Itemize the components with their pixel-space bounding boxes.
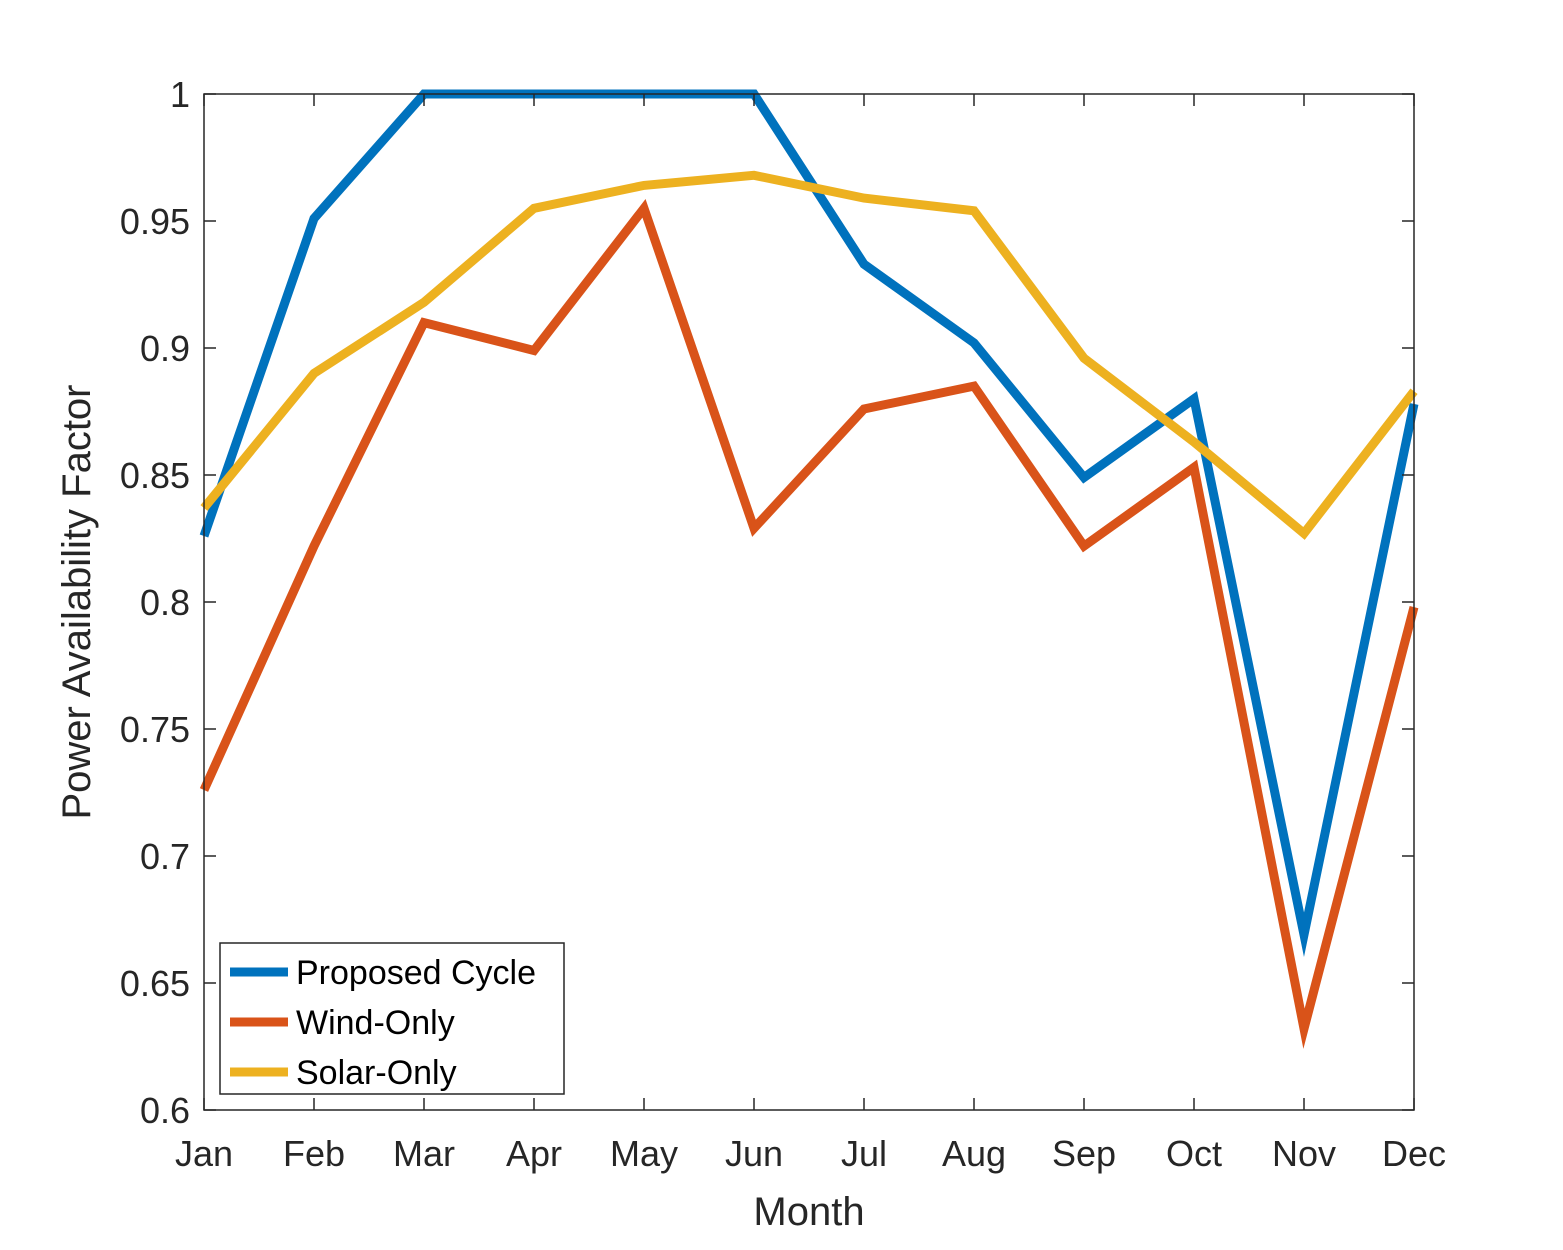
x-tick-label: Feb — [283, 1133, 345, 1174]
x-tick-label: Mar — [393, 1133, 455, 1174]
legend-label: Proposed Cycle — [296, 954, 536, 992]
series-layer — [199, 89, 1419, 1049]
y-tick-label: 0.7 — [140, 836, 190, 877]
tick-layer: Jan Feb Mar Apr May Jun Jul Aug Sep Oct Nov Dec 0.6 0… — [120, 74, 1446, 1174]
y-tick-label: 0.6 — [140, 1090, 190, 1131]
y-tick-label: 0.65 — [120, 963, 190, 1004]
y-tick-label: 0.75 — [120, 709, 190, 750]
plot-area — [204, 94, 1414, 1110]
x-axis-title: Month — [753, 1190, 864, 1234]
y-tick-label: 0.9 — [140, 328, 190, 369]
legend-label: Wind-Only — [296, 1004, 455, 1042]
x-tick-label: Jun — [725, 1133, 783, 1174]
y-tick-label: 0.85 — [120, 455, 190, 496]
x-tick-label: Sep — [1052, 1133, 1116, 1174]
x-tick-label: May — [610, 1133, 678, 1174]
legend: Proposed Cycle Wind-Only Solar-Only — [219, 942, 565, 1095]
x-tick-label: Oct — [1166, 1133, 1222, 1174]
legend-label: Solar-Only — [296, 1054, 457, 1092]
y-axis-title: Power Availability Factor — [55, 385, 99, 820]
x-tick-label: Aug — [942, 1133, 1006, 1174]
y-tick-label: 1 — [170, 74, 190, 115]
y-tick-label: 0.95 — [120, 201, 190, 242]
x-tick-label: Apr — [506, 1133, 562, 1174]
x-tick-label: Jan — [175, 1133, 233, 1174]
series-line-proposed-cycle — [199, 89, 1419, 957]
x-tick-label: Dec — [1382, 1133, 1446, 1174]
y-tick-label: 0.8 — [140, 582, 190, 623]
series-line-wind-only — [199, 198, 1419, 1049]
x-tick-label: Jul — [841, 1133, 887, 1174]
series-line-solar-only — [200, 170, 1418, 540]
x-tick-label: Nov — [1272, 1133, 1336, 1174]
